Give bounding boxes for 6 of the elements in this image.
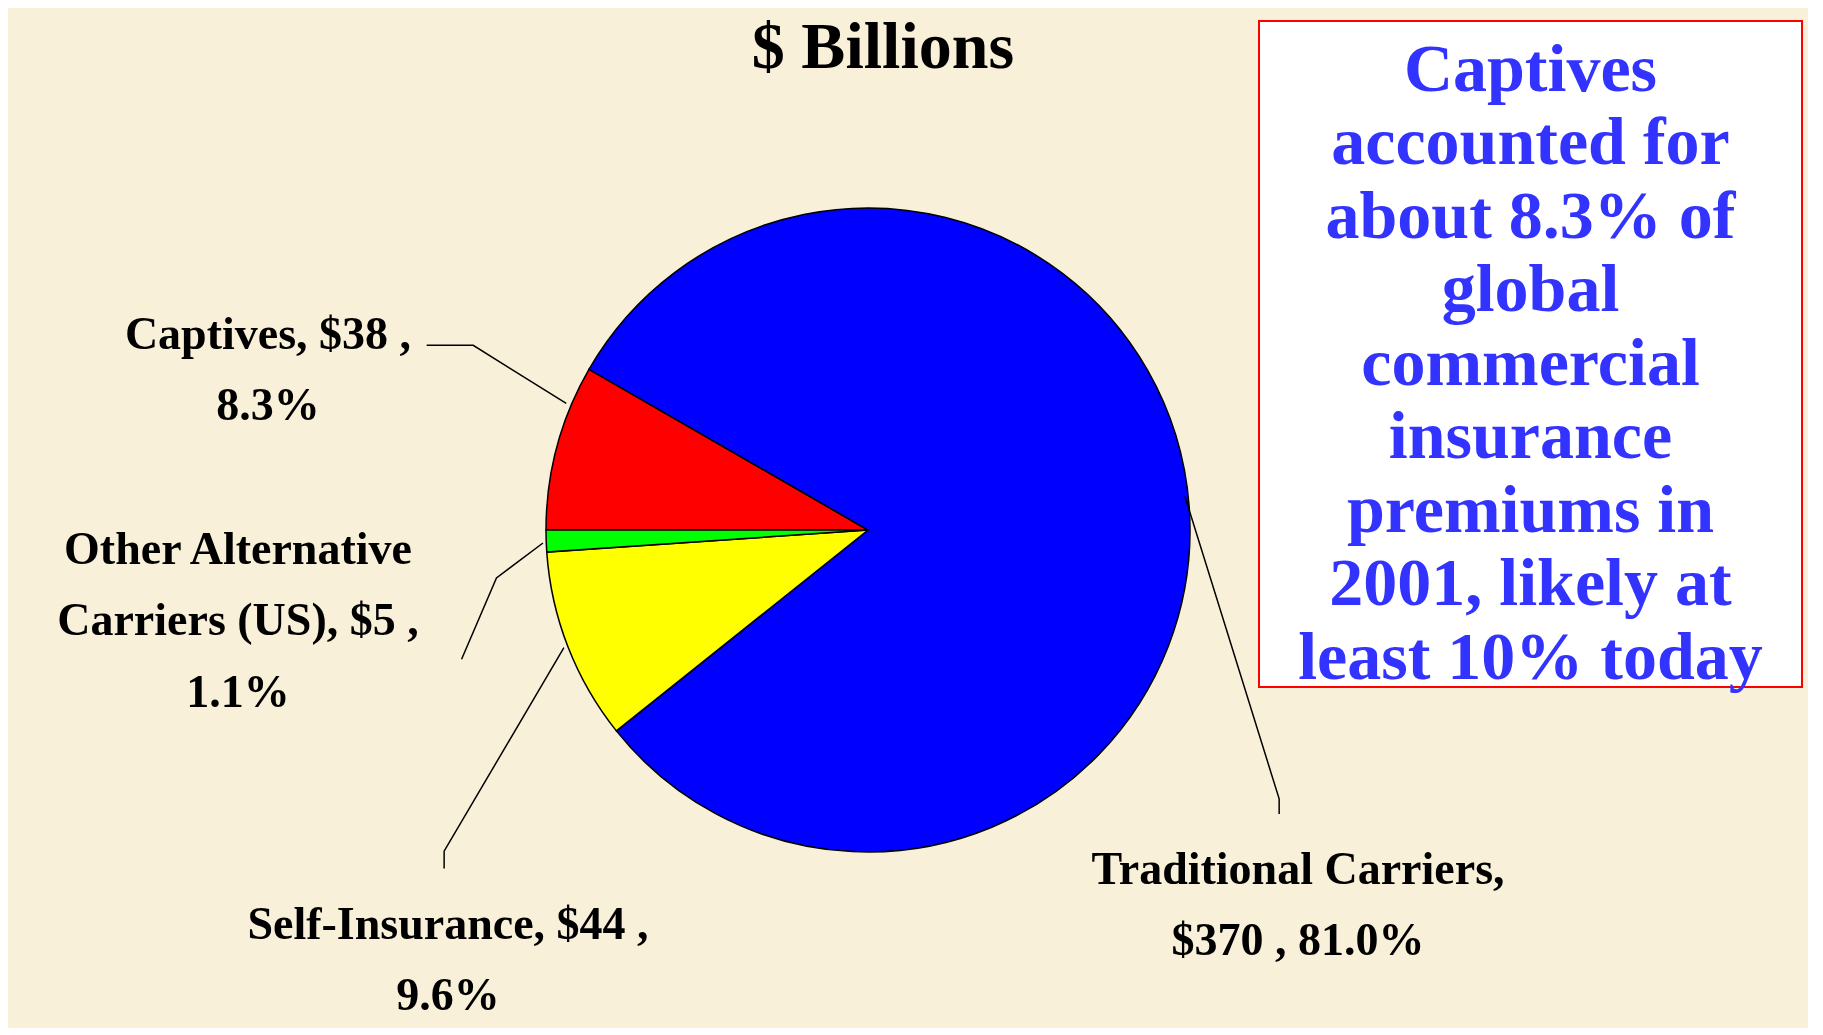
slice-label: Other Alternative Carriers (US), $5 , 1.1% <box>56 522 420 719</box>
chart-title: $ Billions <box>750 8 1016 84</box>
slice-label: Captives, $38 , 8.3% <box>123 307 413 433</box>
text: Captives accounted for about 8.3% of global commercial insurance premiums in 2001, likely at least 10% today <box>1298 30 1763 694</box>
slice-label: Self-Insurance, $44 , 9.6% <box>246 897 650 1023</box>
slice-label: Traditional Carriers, $370 , 81.0% <box>1090 842 1506 968</box>
